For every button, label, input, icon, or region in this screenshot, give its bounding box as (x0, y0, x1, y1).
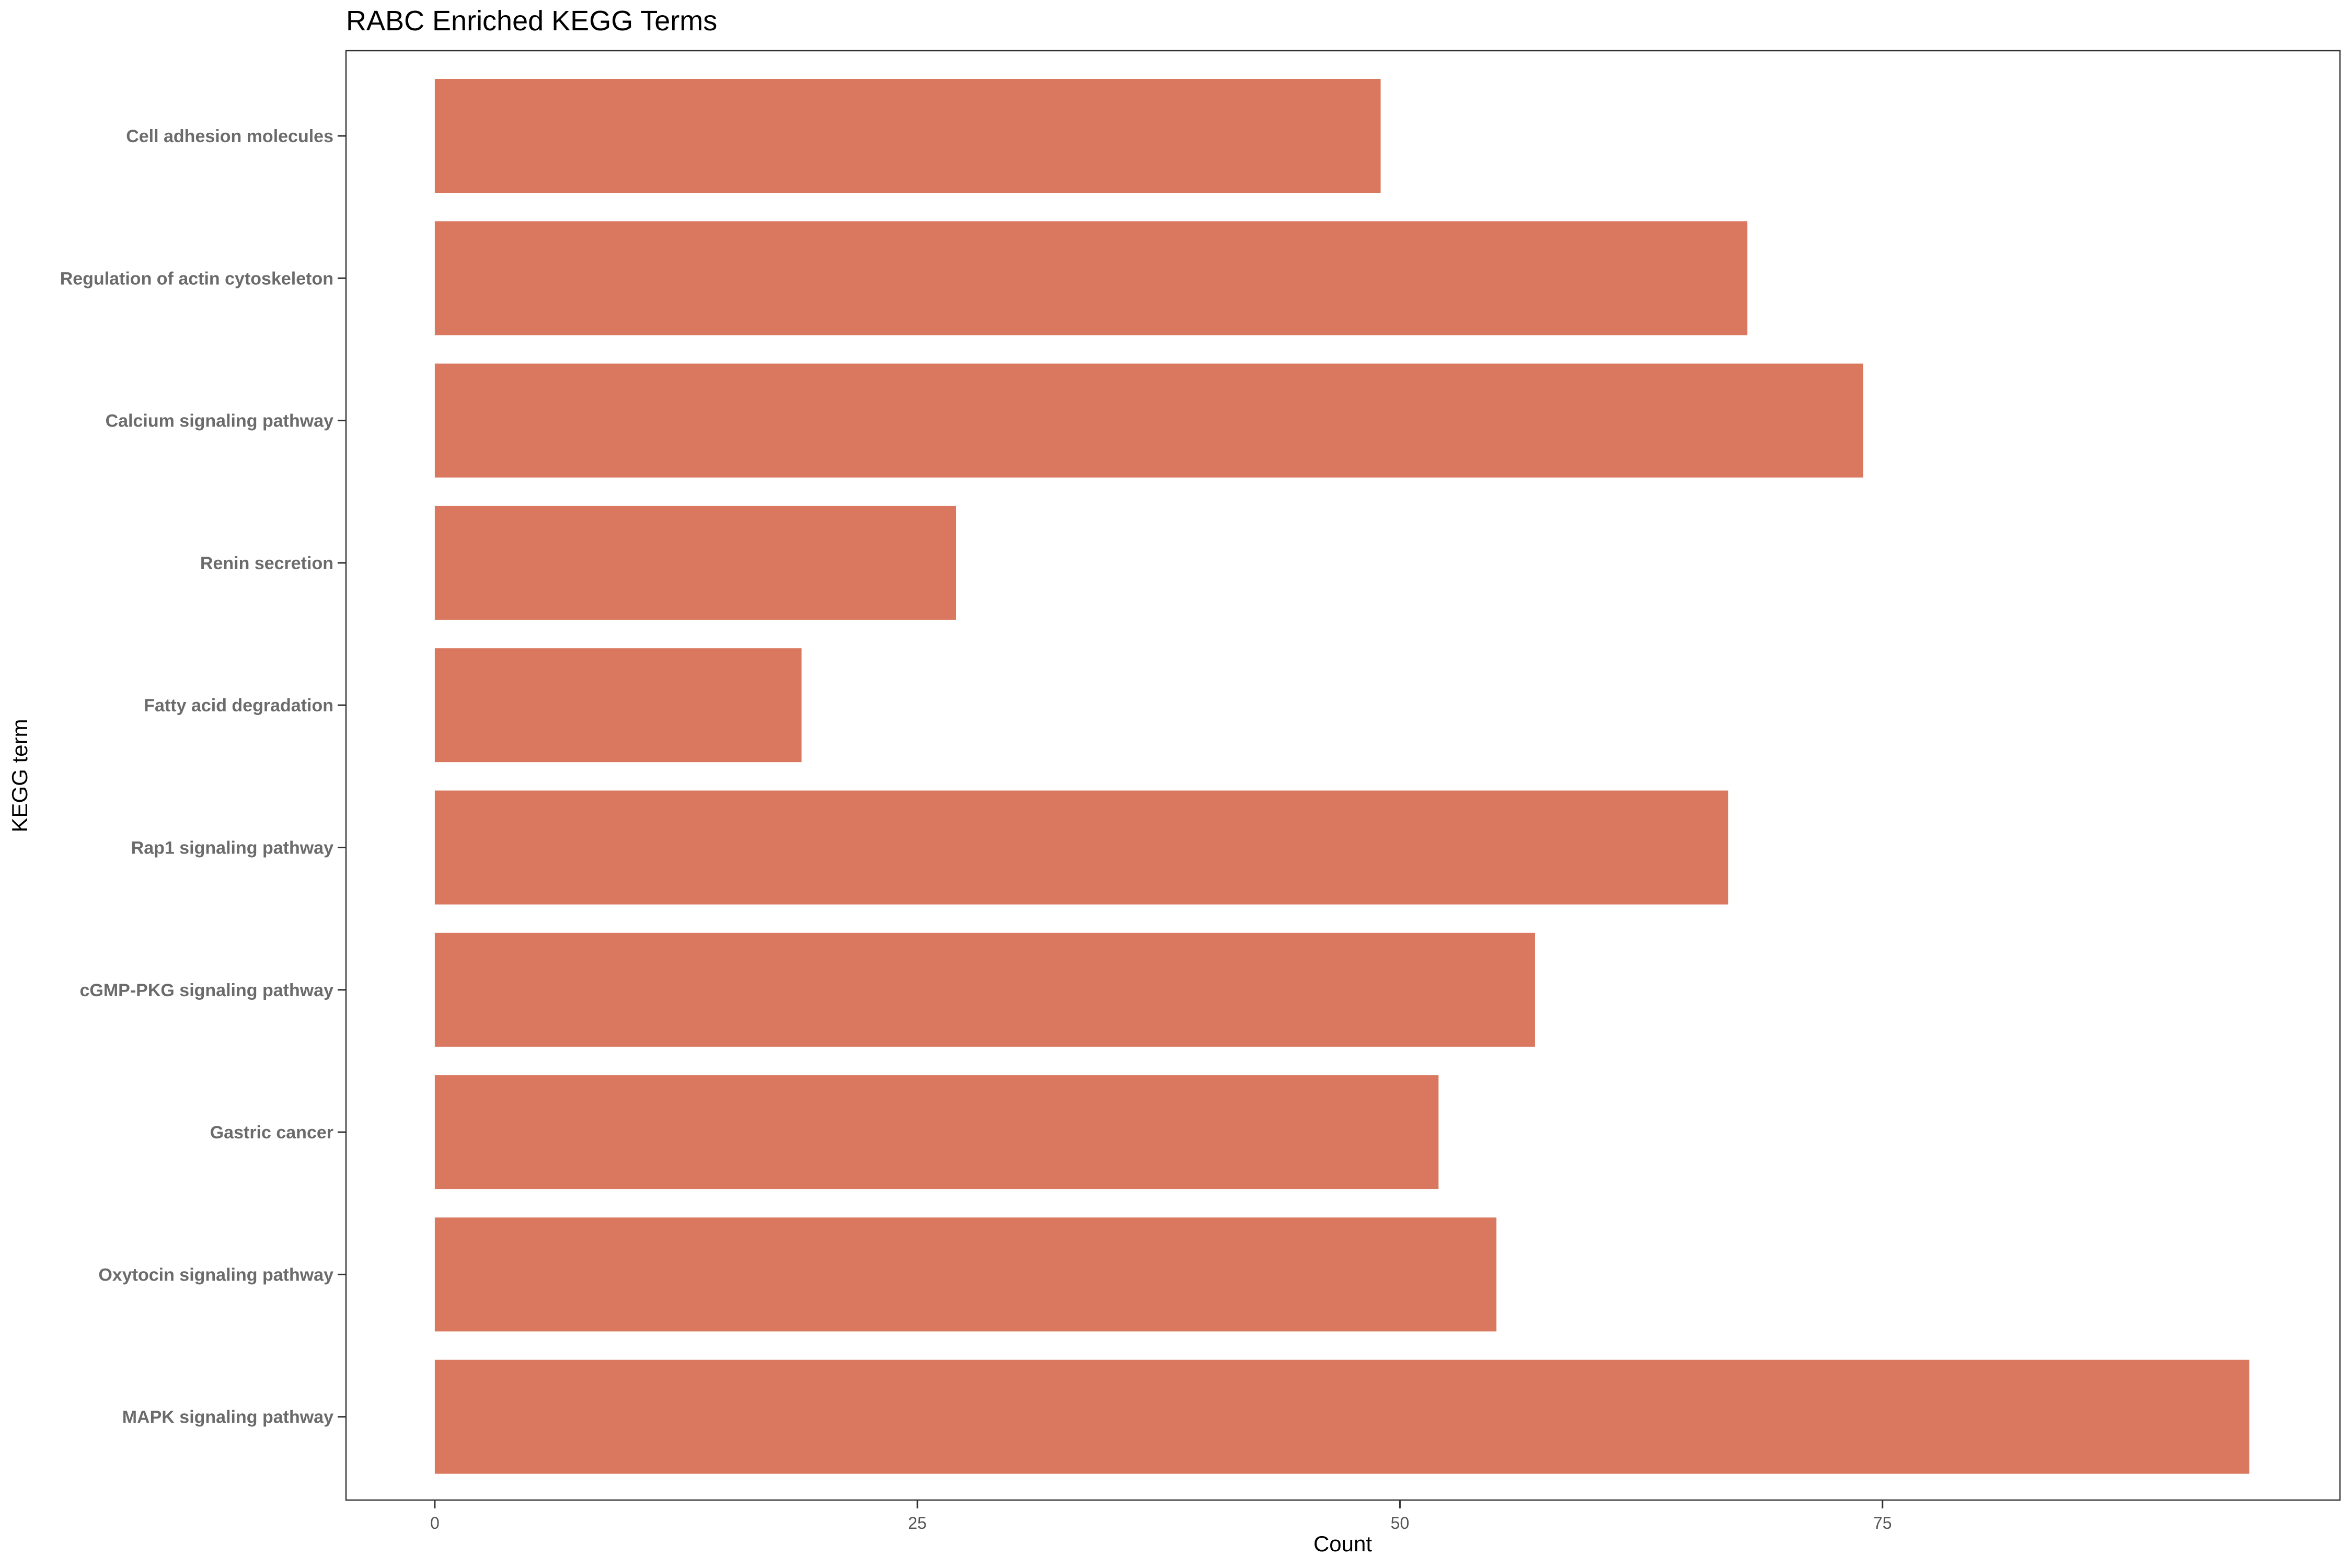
bar (434, 505, 956, 620)
y-tick-label: Rap1 signaling pathway (131, 838, 333, 858)
x-tick-label: 50 (1391, 1514, 1410, 1532)
bars-layer (434, 79, 2250, 1474)
y-tick-label: Calcium signaling pathway (106, 411, 334, 431)
x-axis-title: Count (1313, 1531, 1372, 1556)
bar (434, 1075, 1439, 1190)
bar (434, 1217, 1497, 1332)
plot-panel-border (345, 50, 2341, 1501)
y-axis: Cell adhesion molecules Regulation of act… (60, 126, 346, 1427)
x-axis: 0 25 50 75 (430, 1500, 1892, 1532)
chart-title: RABC Enriched KEGG Terms (346, 5, 717, 37)
y-tick-label: Oxytocin signaling pathway (98, 1265, 333, 1285)
x-tick-label: 0 (430, 1514, 440, 1532)
y-axis-title: KEGG term (7, 719, 32, 832)
y-tick-label: Gastric cancer (210, 1123, 333, 1143)
y-tick-label: MAPK signaling pathway (122, 1408, 333, 1427)
y-tick-label: cGMP-PKG signaling pathway (79, 981, 333, 1000)
bar (434, 790, 1728, 905)
x-tick-label: 25 (908, 1514, 927, 1532)
bar (434, 221, 1748, 336)
bar (434, 932, 1535, 1047)
y-tick-label: Renin secretion (200, 554, 333, 573)
bar (434, 79, 1381, 193)
y-tick-label: Regulation of actin cytoskeleton (60, 269, 333, 289)
bar (434, 363, 1863, 478)
bar (434, 648, 802, 763)
bar (434, 1359, 2250, 1474)
x-tick-label: 75 (1873, 1514, 1892, 1532)
y-tick-label: Cell adhesion molecules (126, 126, 333, 146)
y-tick-label: Fatty acid degradation (144, 696, 333, 716)
